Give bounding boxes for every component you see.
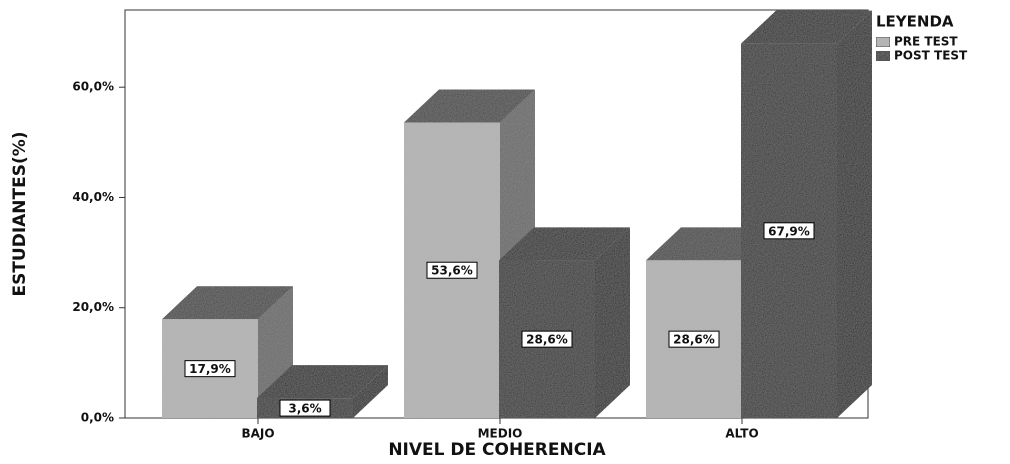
value-label-box [279, 399, 331, 417]
value-label: 53,6% [431, 264, 473, 278]
bar-top [257, 365, 388, 399]
y-axis-title: ESTUDIANTES(%) [10, 131, 30, 296]
value-label: 28,6% [526, 333, 568, 347]
legend-label: PRE TEST [894, 35, 958, 49]
x-axis-title: NIVEL DE COHERENCIA [388, 440, 606, 460]
bar-top [741, 10, 872, 44]
value-label-box [668, 330, 720, 348]
y-tick-label: 40,0% [72, 190, 114, 204]
value-label: 67,9% [768, 224, 810, 238]
x-tick-label: MEDIO [478, 427, 523, 441]
value-label: 3,6% [288, 402, 321, 416]
bar-side [837, 10, 872, 418]
value-label-box [763, 222, 815, 240]
legend-label: POST TEST [894, 49, 968, 63]
value-label: 17,9% [189, 362, 231, 376]
x-tick-label: ALTO [725, 427, 758, 441]
legend-swatch [875, 50, 891, 62]
y-tick-label: 0,0% [81, 411, 114, 425]
value-label-box [184, 360, 236, 378]
value-label: 28,6% [673, 333, 715, 347]
value-label-box [426, 261, 478, 279]
bar-side [595, 227, 630, 418]
legend-title: LEYENDA [876, 13, 954, 31]
value-label-box [521, 330, 573, 348]
y-tick-label: 20,0% [72, 300, 114, 314]
bar-side [353, 365, 388, 418]
bar-top [404, 89, 535, 123]
bar-top [499, 227, 630, 261]
legend-swatch [875, 36, 891, 48]
x-tick-label: BAJO [241, 427, 274, 441]
bar-top [162, 286, 293, 320]
y-tick-label: 60,0% [72, 80, 114, 94]
